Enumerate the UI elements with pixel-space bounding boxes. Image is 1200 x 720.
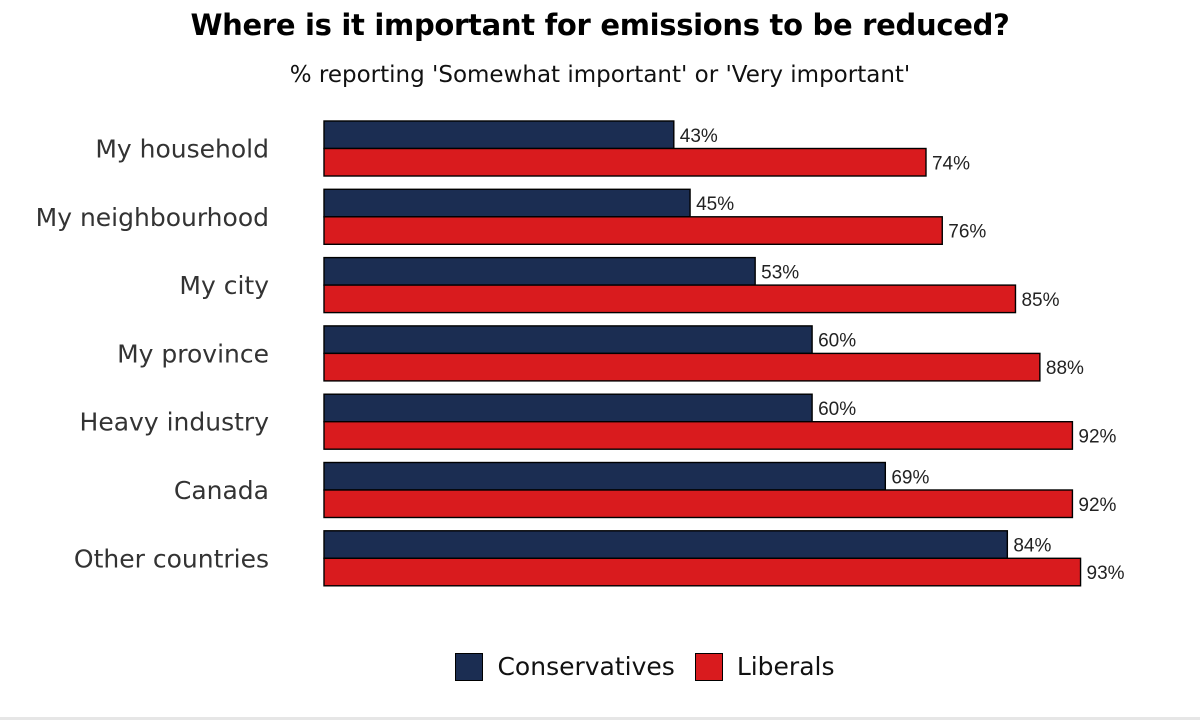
category-label-my-city: My city xyxy=(179,271,269,300)
category-label-other-countries: Other countries xyxy=(74,544,269,573)
value-label-liberals-my-neighbourhood: 76% xyxy=(948,222,986,243)
value-label-liberals-my-province: 88% xyxy=(1046,358,1084,379)
bar-liberals-my-neighbourhood xyxy=(323,216,943,246)
value-label-conservatives-other-countries: 84% xyxy=(1013,536,1051,557)
bar-liberals-my-city xyxy=(323,284,1017,314)
bar-conservatives-canada xyxy=(323,461,887,491)
bar-conservatives-my-household xyxy=(323,120,675,150)
bar-liberals-canada xyxy=(323,489,1074,519)
value-label-conservatives-canada: 69% xyxy=(891,467,929,488)
value-label-conservatives-my-province: 60% xyxy=(818,331,856,352)
legend-swatch-conservatives xyxy=(455,652,484,681)
bar-conservatives-my-province xyxy=(323,325,813,355)
value-label-liberals-other-countries: 93% xyxy=(1087,563,1125,584)
legend-label-conservatives: Conservatives xyxy=(497,652,675,681)
bottom-divider xyxy=(0,717,1200,720)
legend-item-liberals: Liberals xyxy=(694,652,835,681)
bar-conservatives-my-neighbourhood xyxy=(323,188,691,218)
legend-label-liberals: Liberals xyxy=(736,652,835,681)
chart-title: Where is it important for emissions to b… xyxy=(190,8,1010,42)
category-label-heavy-industry: Heavy industry xyxy=(80,408,270,437)
value-label-conservatives-my-neighbourhood: 45% xyxy=(696,194,734,215)
value-label-liberals-my-household: 74% xyxy=(932,153,970,174)
legend-item-conservatives: Conservatives xyxy=(455,652,675,681)
bar-liberals-my-province xyxy=(323,352,1041,382)
bar-conservatives-my-city xyxy=(323,256,756,286)
bar-conservatives-other-countries xyxy=(323,530,1009,559)
category-label-my-neighbourhood: My neighbourhood xyxy=(36,203,269,232)
category-label-my-household: My household xyxy=(95,135,269,164)
value-label-liberals-my-city: 85% xyxy=(1021,290,1059,311)
value-label-liberals-heavy-industry: 92% xyxy=(1078,426,1116,447)
legend: Conservatives Liberals xyxy=(0,652,1200,681)
value-label-conservatives-my-household: 43% xyxy=(680,126,718,147)
bar-liberals-my-household xyxy=(323,147,927,177)
bar-chart: My household 43% 74% My neighbourhood 45% 76%… xyxy=(36,120,1125,587)
bar-liberals-heavy-industry xyxy=(323,421,1074,450)
value-label-liberals-canada: 92% xyxy=(1078,495,1116,516)
bar-conservatives-heavy-industry xyxy=(323,393,813,423)
bar-liberals-other-countries xyxy=(323,557,1082,587)
value-label-conservatives-heavy-industry: 60% xyxy=(818,399,856,420)
category-label-canada: Canada xyxy=(174,476,269,505)
category-label-my-province: My province xyxy=(117,339,269,368)
legend-swatch-liberals xyxy=(694,652,723,681)
value-label-conservatives-my-city: 53% xyxy=(761,262,799,283)
chart-subtitle: % reporting 'Somewhat important' or 'Ver… xyxy=(289,62,911,88)
